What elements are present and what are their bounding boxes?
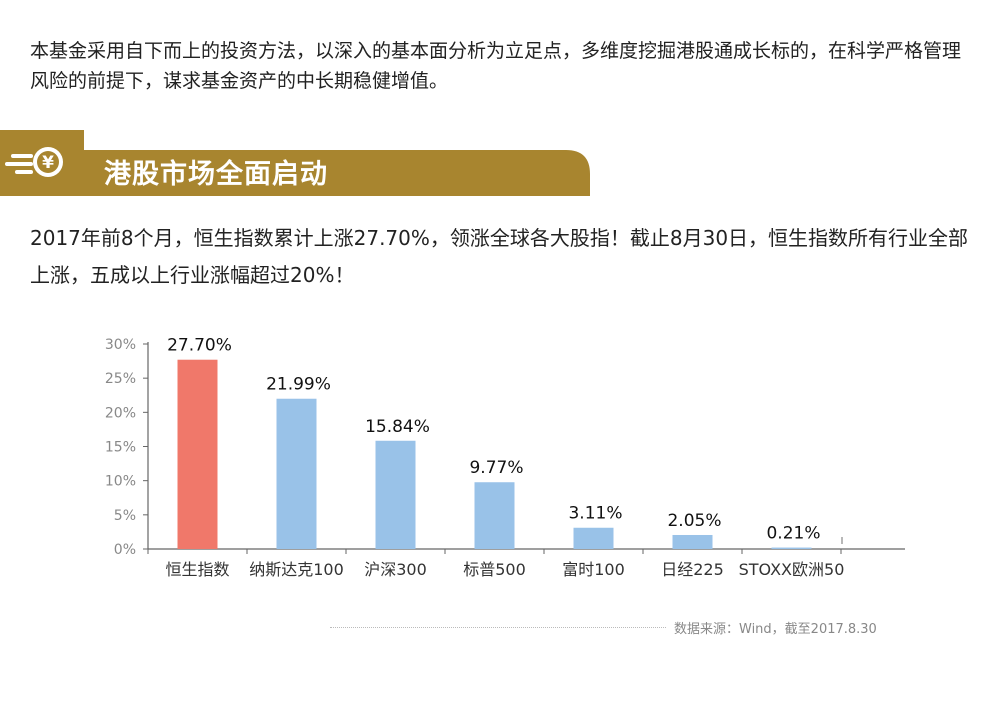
bar — [771, 547, 812, 549]
x-tick-label: 纳斯达克100 — [249, 560, 344, 579]
x-tick-label: 富时100 — [562, 560, 625, 579]
intro-paragraph: 本基金采用自下而上的投资方法，以深入的基本面分析为立足点，多维度挖掘港股通成长标… — [30, 40, 962, 92]
y-tick-label: 30% — [105, 337, 136, 353]
banner-graphic: ¥ — [0, 130, 590, 196]
data-label: 27.70% — [167, 336, 232, 356]
bar — [177, 359, 218, 549]
y-tick-label: 15% — [105, 440, 136, 456]
speed-lines — [5, 154, 33, 174]
x-tick-label: 恒生指数 — [165, 560, 229, 579]
data-label: 3.11% — [568, 504, 622, 524]
bar — [573, 527, 614, 549]
bar — [375, 440, 416, 549]
bar-chart: 0% 5% 10% 15% 20% 25% 30% 27.70% 恒生指数 21.99% 纳斯达克1… — [105, 336, 905, 579]
data-label: 0.21% — [766, 524, 820, 544]
data-label: 21.99% — [266, 375, 331, 395]
y-tick-label: 10% — [105, 474, 136, 490]
section-banner: ¥ — [0, 128, 1000, 200]
banner-bar — [0, 130, 590, 196]
data-label: 2.05% — [667, 511, 721, 531]
source-note: 数据来源：Wind，截至2017.8.30 — [674, 622, 877, 637]
x-tick-label: 沪深300 — [364, 560, 427, 579]
source-divider — [330, 627, 666, 628]
section-title: 港股市场全面启动 — [104, 159, 328, 190]
bar — [474, 482, 515, 549]
x-tick-label: STOXX欧洲50 — [739, 560, 845, 579]
y-tick-label: 20% — [105, 405, 136, 421]
bar — [672, 534, 713, 549]
data-label: 9.77% — [469, 458, 523, 478]
y-tick-label: 5% — [114, 508, 136, 524]
y-tick-label: 0% — [114, 542, 136, 558]
yen-icon: ¥ — [42, 153, 54, 173]
bar — [276, 398, 317, 549]
y-tick-label: 25% — [105, 371, 136, 387]
data-label: 15.84% — [365, 417, 430, 437]
lead-paragraph: 2017年前8个月，恒生指数累计上涨27.70%，领涨全球各大股指！截止8月30… — [30, 226, 969, 287]
x-tick-label: 标普500 — [463, 560, 526, 579]
x-tick-label: 日经225 — [661, 560, 724, 579]
